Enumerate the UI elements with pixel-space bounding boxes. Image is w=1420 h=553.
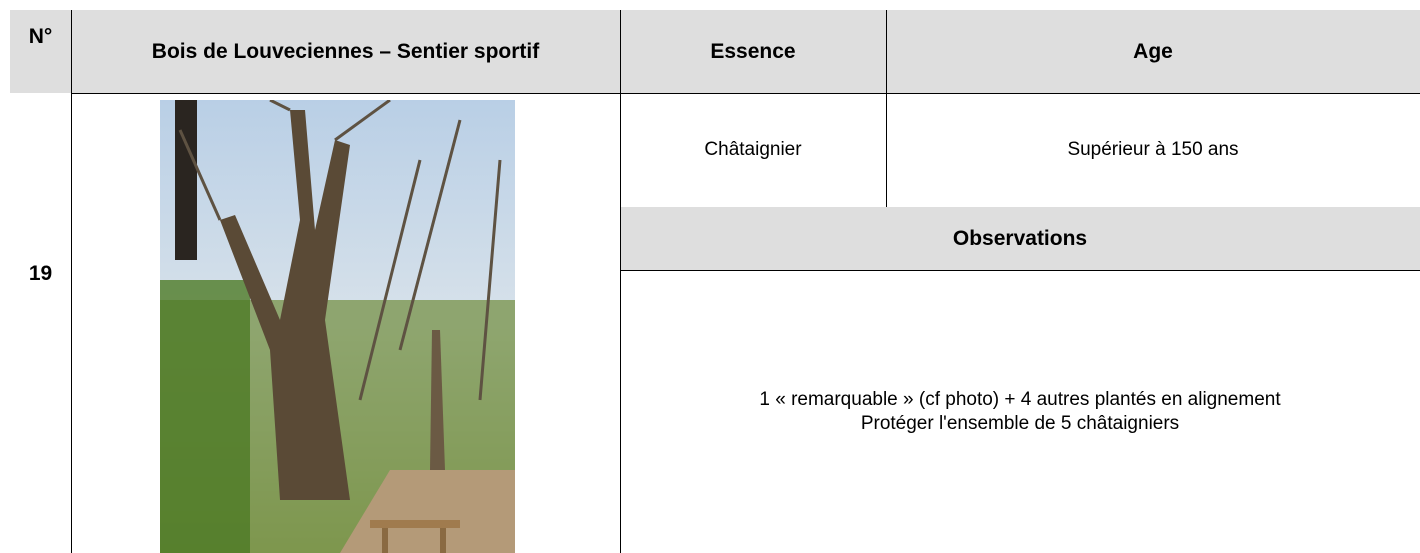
border <box>620 10 621 553</box>
border <box>71 93 1420 94</box>
border <box>886 10 887 207</box>
observation-line: Protéger l'ensemble de 5 châtaigniers <box>860 412 1180 434</box>
observations-header: Observations <box>620 207 1420 270</box>
tree-number: 19 <box>28 261 53 285</box>
header-age: Age <box>886 10 1420 93</box>
header-essence: Essence <box>620 10 886 93</box>
observations: 1 « remarquable » (cf photo) + 4 autres … <box>620 270 1420 553</box>
header-number: N° <box>10 10 71 93</box>
header-location: Bois de Louveciennes – Sentier sportif <box>71 10 620 93</box>
age-value: Supérieur à 150 ans <box>1067 139 1239 160</box>
tree-photo <box>160 100 515 553</box>
border <box>71 10 72 553</box>
observation-line: 1 « remarquable » (cf photo) + 4 autres … <box>759 388 1281 410</box>
essence-value: Châtaignier <box>704 139 802 160</box>
border <box>620 270 1420 271</box>
